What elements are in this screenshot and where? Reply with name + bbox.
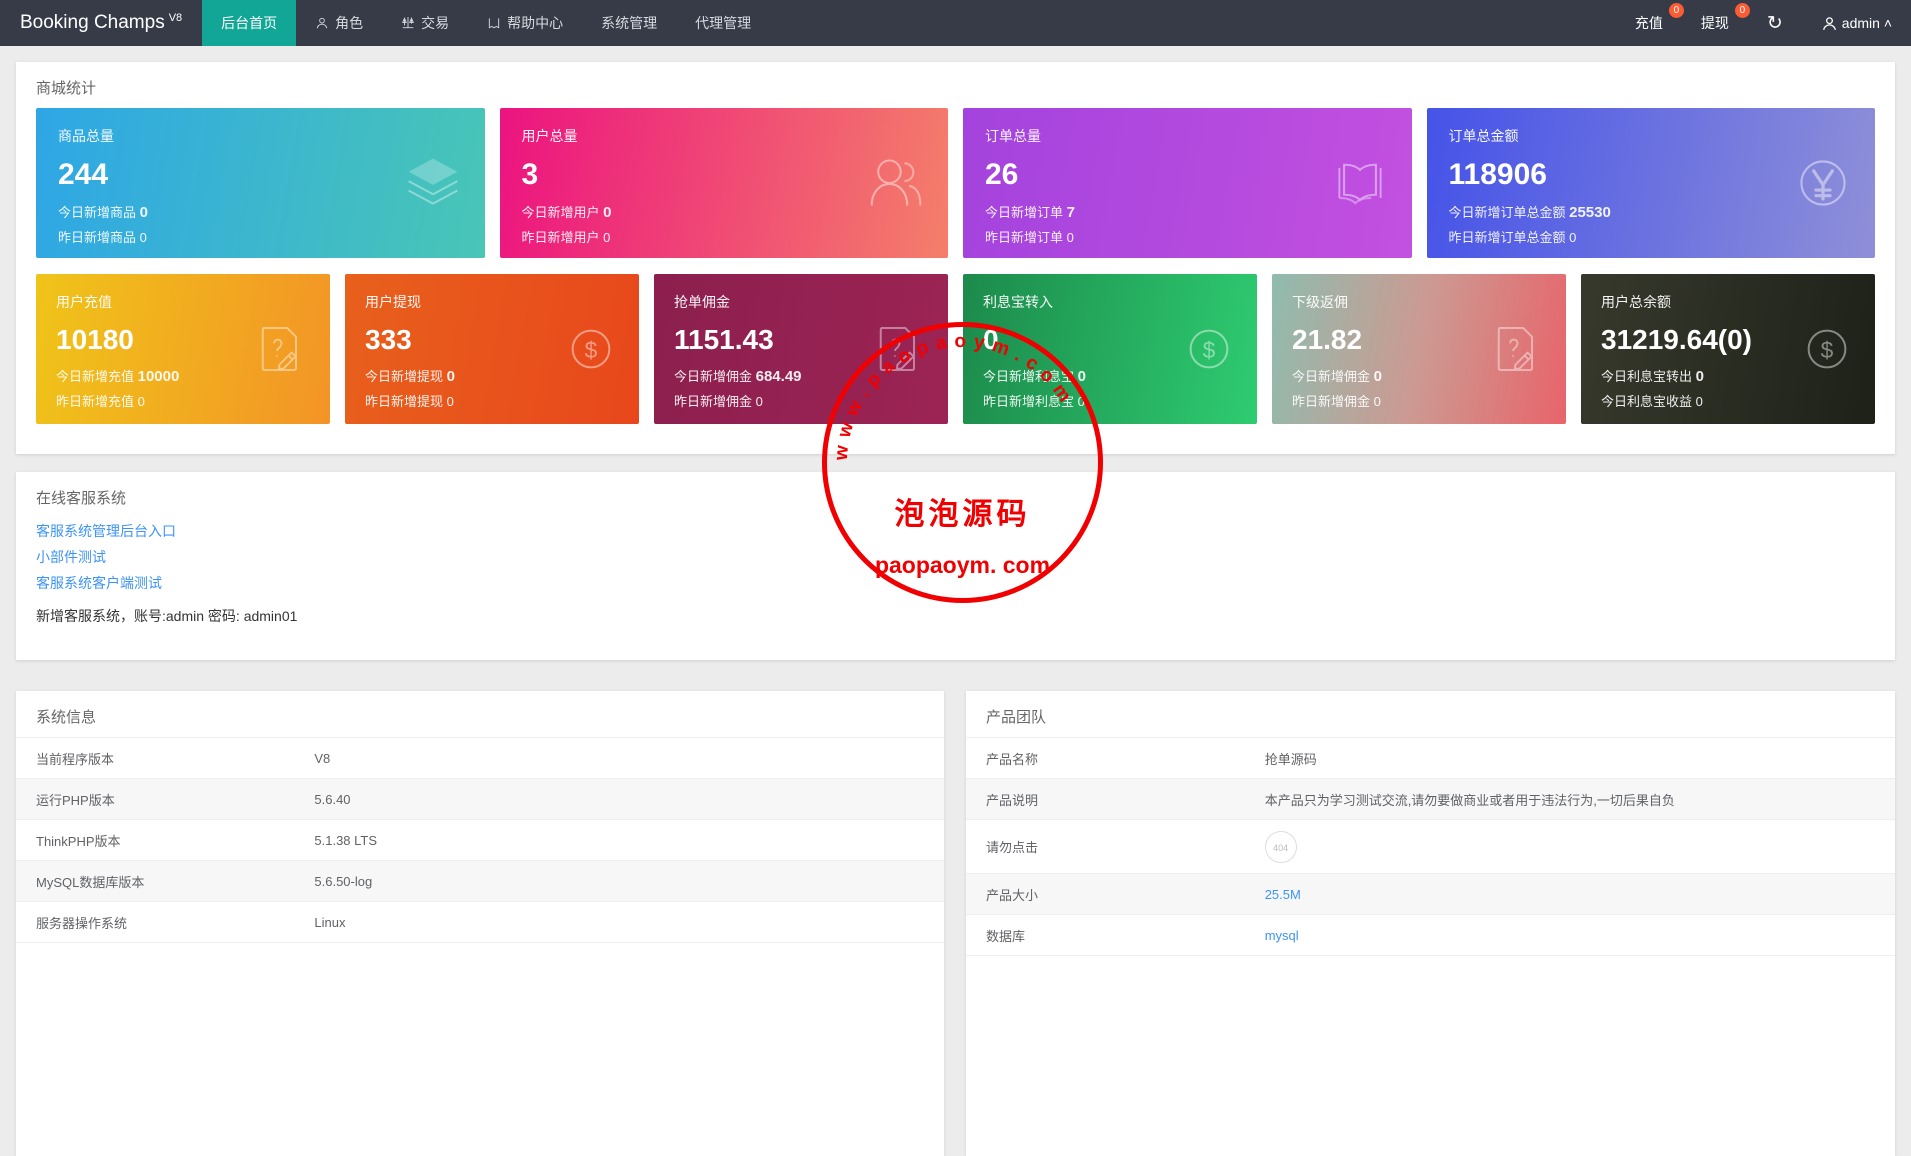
svg-text:w w w . p a o p a o y m . c o: w w w . p a o p a o y m . c o m — [831, 331, 1076, 462]
svg-text:$: $ — [585, 337, 598, 363]
svg-text:泡泡源码: 泡泡源码 — [895, 498, 1031, 531]
svg-text:$: $ — [1821, 337, 1834, 363]
svg-text:paopaoym. com: paopaoym. com — [875, 552, 1050, 578]
svg-text:$: $ — [1203, 337, 1216, 363]
